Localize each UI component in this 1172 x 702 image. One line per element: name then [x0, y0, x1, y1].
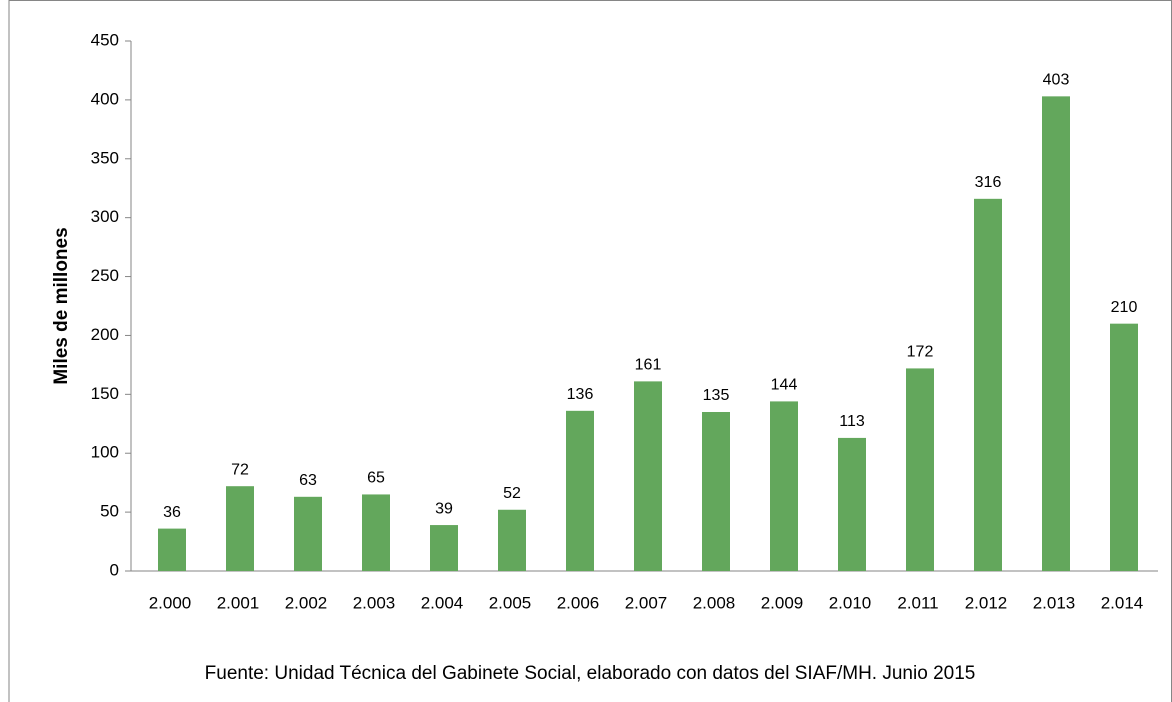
data-label: 161: [635, 357, 662, 374]
bar: [498, 509, 526, 571]
data-label: 172: [907, 344, 934, 361]
bar: [362, 494, 390, 571]
y-tick-label: 50: [100, 502, 119, 521]
data-label: 144: [771, 377, 798, 394]
data-label: 210: [1111, 299, 1138, 316]
bar: [974, 198, 1002, 572]
x-tick-label: 2.002: [285, 593, 328, 612]
bar: [1110, 323, 1138, 571]
data-label: 316: [975, 174, 1002, 191]
y-tick-label: 350: [91, 148, 119, 167]
x-tick-label: 2.004: [421, 593, 464, 612]
x-tick-label: 2.013: [1033, 593, 1076, 612]
x-tick-label: 2.007: [625, 593, 668, 612]
data-label: 72: [231, 461, 249, 478]
x-tick-label: 2.010: [829, 593, 872, 612]
data-label: 52: [503, 485, 521, 502]
data-label: 39: [435, 500, 453, 517]
source-note: Fuente: Unidad Técnica del Gabinete Soci…: [205, 663, 976, 684]
data-label: 65: [367, 470, 385, 487]
x-tick-label: 2.003: [353, 593, 396, 612]
x-tick-label: 2.009: [761, 593, 804, 612]
x-tick-label: 2.001: [217, 593, 260, 612]
bar: [566, 410, 594, 571]
data-label: 403: [1043, 72, 1070, 89]
y-tick-label: 200: [91, 325, 119, 344]
bar: [226, 486, 254, 571]
x-tick-label: 2.012: [965, 593, 1008, 612]
x-tick-label: 2.000: [149, 593, 192, 612]
data-label: 63: [299, 472, 317, 489]
data-label: 36: [163, 504, 181, 521]
y-axis-label: Miles de millones: [51, 227, 72, 384]
y-tick-label: 400: [91, 89, 119, 108]
y-tick-label: 150: [91, 384, 119, 403]
x-tick-label: 2.008: [693, 593, 736, 612]
x-tick-label: 2.006: [557, 593, 600, 612]
bar: [770, 401, 798, 571]
bar: [702, 412, 730, 571]
x-tick-label: 2.014: [1101, 593, 1144, 612]
bar: [430, 525, 458, 571]
bar: [634, 381, 662, 571]
bar: [906, 368, 934, 571]
x-tick-label: 2.011: [897, 593, 938, 612]
data-label: 136: [567, 386, 594, 403]
y-tick-label: 450: [91, 30, 119, 49]
data-label: 113: [839, 413, 865, 430]
y-tick-label: 0: [110, 560, 119, 579]
y-tick-label: 100: [91, 443, 119, 462]
y-tick-label: 250: [91, 266, 119, 285]
data-label: 135: [703, 387, 730, 404]
bar: [158, 528, 186, 571]
y-tick-label: 300: [91, 207, 119, 226]
bar: [294, 496, 322, 571]
bar: [838, 437, 866, 571]
x-tick-label: 2.005: [489, 593, 532, 612]
bar: [1042, 96, 1070, 571]
